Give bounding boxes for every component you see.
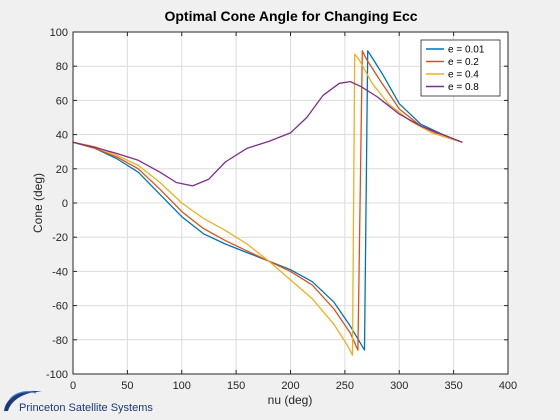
x-tick-label: 150 bbox=[227, 380, 245, 392]
legend-entry: e = 0.2 bbox=[448, 57, 479, 68]
logo-swoosh-accent-icon bbox=[9, 391, 37, 400]
y-tick-label: 80 bbox=[56, 61, 68, 73]
y-tick-label: 0 bbox=[62, 198, 68, 210]
x-tick-label: 0 bbox=[70, 380, 76, 392]
x-tick-label: 300 bbox=[390, 380, 408, 392]
series-line-3 bbox=[72, 80, 463, 187]
x-tick-label: 200 bbox=[281, 380, 299, 392]
legend-entry: e = 0.4 bbox=[448, 70, 479, 81]
y-ticks: -100 -80 -60 -40 -20 0 20 40 60 80 100 bbox=[46, 27, 508, 381]
x-tick-label: 250 bbox=[336, 380, 354, 392]
x-axis-label: nu (deg) bbox=[268, 393, 313, 407]
y-axis-label: Cone (deg) bbox=[31, 173, 45, 233]
series-line-2 bbox=[72, 53, 463, 356]
y-tick-label: 60 bbox=[56, 95, 68, 107]
y-tick-label: -40 bbox=[52, 266, 68, 278]
logo-swoosh-icon bbox=[4, 390, 42, 411]
y-tick-label: 100 bbox=[50, 27, 68, 39]
y-tick-label: -60 bbox=[52, 301, 68, 313]
y-tick-label: -20 bbox=[52, 232, 68, 244]
y-tick-label: 40 bbox=[56, 130, 68, 142]
y-tick-label: 20 bbox=[56, 164, 68, 176]
logo-text: Princeton Satellite Systems bbox=[19, 402, 153, 414]
company-logo: Princeton Satellite Systems bbox=[4, 390, 153, 414]
y-tick-label: -100 bbox=[46, 369, 68, 381]
x-tick-label: 100 bbox=[173, 380, 191, 392]
series-line-0 bbox=[72, 50, 463, 351]
legend-entry: e = 0.01 bbox=[448, 45, 485, 56]
series-line-1 bbox=[72, 50, 463, 351]
legend: e = 0.01e = 0.2 e = 0.4e = 0.8 bbox=[420, 39, 501, 97]
x-tick-label: 50 bbox=[121, 380, 133, 392]
y-tick-label: -80 bbox=[52, 335, 68, 347]
x-tick-label: 350 bbox=[444, 380, 462, 392]
x-tick-label: 400 bbox=[499, 380, 517, 392]
legend-entry: e = 0.8 bbox=[448, 82, 479, 93]
series-layer bbox=[72, 50, 463, 356]
x-ticks: 0 50 100 150 200 250 300 350 400 bbox=[70, 32, 517, 392]
chart-title: Optimal Cone Angle for Changing Ecc bbox=[164, 8, 417, 24]
